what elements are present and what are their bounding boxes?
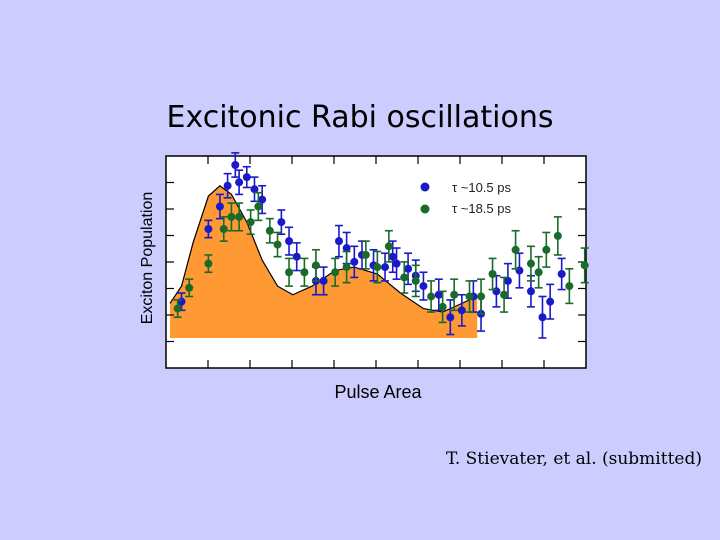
data-point — [553, 231, 562, 240]
data-point — [292, 252, 301, 261]
data-point — [319, 276, 328, 285]
slide-title: Excitonic Rabi oscillations — [166, 100, 554, 135]
data-point — [311, 261, 320, 270]
data-point — [250, 185, 259, 194]
data-point — [392, 259, 401, 268]
data-point — [373, 263, 382, 272]
data-point — [285, 237, 294, 246]
data-point — [350, 257, 359, 266]
data-point — [477, 292, 486, 301]
data-point — [450, 290, 459, 299]
data-point — [526, 287, 535, 296]
legend-marker-green — [420, 204, 430, 214]
legend-label-green: τ ~18.5 ps — [452, 201, 511, 216]
data-point — [465, 292, 474, 301]
data-point — [538, 313, 547, 322]
data-point — [265, 226, 274, 235]
data-point — [361, 250, 370, 259]
data-point — [488, 269, 497, 278]
data-point — [242, 173, 251, 182]
data-point — [404, 264, 413, 273]
data-point — [258, 195, 267, 204]
data-point — [515, 266, 524, 275]
fit-curve-line — [169, 184, 478, 313]
data-point — [542, 245, 551, 254]
x-axis-label: Pulse Area — [334, 382, 422, 402]
data-point — [565, 282, 574, 291]
data-point — [223, 181, 232, 190]
data-point — [419, 282, 428, 291]
legend-group: τ ~10.5 ps τ ~18.5 ps — [420, 180, 511, 216]
data-point — [254, 202, 263, 211]
y-axis-label: Exciton Population — [139, 192, 156, 325]
data-point — [285, 268, 294, 277]
data-point — [342, 244, 351, 253]
legend-label-blue: τ ~10.5 ps — [452, 180, 511, 195]
data-point — [534, 268, 543, 277]
data-point — [246, 218, 255, 227]
citation-text: T. Stievater, et al. (submitted) — [446, 449, 702, 469]
data-point — [400, 273, 409, 282]
data-point — [500, 290, 509, 299]
data-point — [331, 268, 340, 277]
legend-marker-blue — [420, 182, 430, 192]
data-point — [526, 259, 535, 268]
data-point — [215, 202, 224, 211]
data-point — [185, 283, 194, 292]
data-point — [342, 263, 351, 272]
data-point — [457, 306, 466, 315]
series-group — [173, 152, 589, 339]
data-point — [381, 263, 390, 272]
data-point — [334, 237, 343, 246]
data-point — [434, 290, 443, 299]
data-point — [235, 212, 244, 221]
data-point — [411, 276, 420, 285]
data-point — [231, 161, 240, 169]
data-point — [277, 218, 286, 227]
data-point — [580, 261, 589, 270]
data-point — [557, 269, 566, 278]
axis-ticks — [166, 156, 586, 368]
data-point — [204, 225, 213, 234]
data-point — [273, 240, 282, 249]
data-point — [384, 242, 393, 251]
series-green — [173, 191, 589, 324]
fit-fill-area — [170, 185, 478, 338]
data-point — [427, 292, 436, 301]
data-point — [503, 276, 512, 285]
data-point — [173, 304, 182, 313]
data-point — [219, 225, 228, 234]
data-point — [492, 287, 501, 296]
data-point — [388, 252, 397, 261]
data-point — [446, 313, 455, 322]
data-point — [438, 302, 447, 311]
data-point — [235, 178, 244, 187]
data-point — [511, 245, 520, 254]
data-point — [227, 212, 236, 221]
data-point — [546, 297, 555, 306]
plot-fill-group — [169, 184, 478, 338]
data-point — [177, 297, 186, 306]
data-point — [204, 259, 213, 268]
data-point — [300, 268, 309, 277]
